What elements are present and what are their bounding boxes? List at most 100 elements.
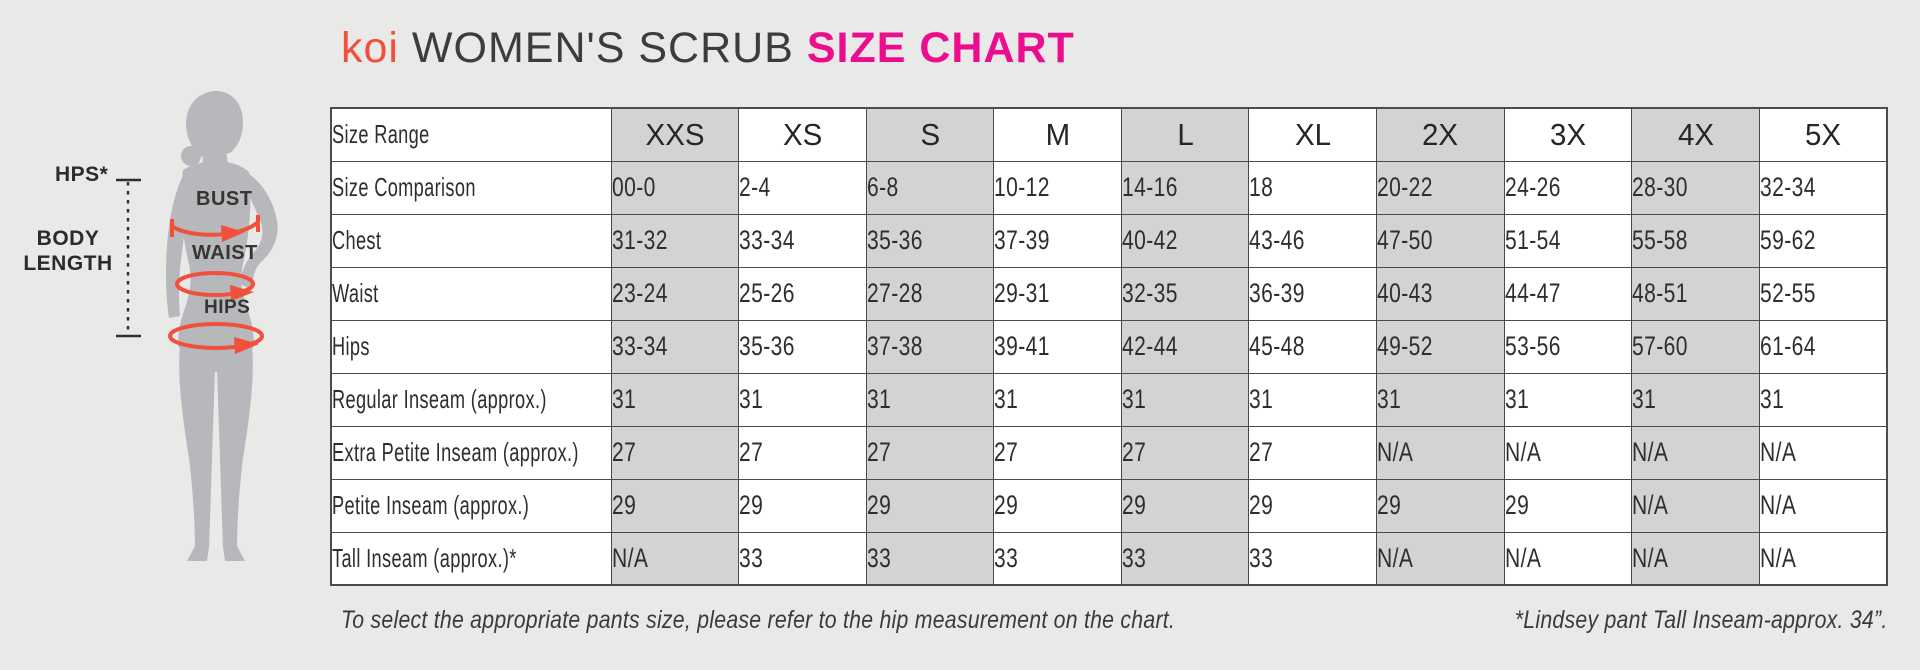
- size-cell-text: 33-34: [611, 331, 668, 361]
- size-cell: 27: [1120, 425, 1250, 480]
- column-header-4x-text: 4X: [1677, 116, 1714, 152]
- size-cell-text: 57-60: [1632, 331, 1689, 361]
- size-cell-text: 27: [611, 437, 636, 467]
- size-cell: 29: [865, 478, 995, 533]
- row-label-text: Waist: [332, 278, 379, 308]
- header-row: Size Range XXS XS S M L XL 2X 3X 4X 5X: [330, 107, 1888, 162]
- size-cell: 31: [993, 372, 1122, 427]
- size-cell: 40-42: [1120, 213, 1250, 268]
- size-cell: N/A: [1503, 425, 1633, 480]
- row-label-text: Tall Inseam (approx.)*: [332, 542, 517, 573]
- size-cell-text: 31: [739, 384, 764, 414]
- size-cell-text: 44-47: [1504, 278, 1561, 308]
- size-cell-text: 36-39: [1249, 278, 1306, 308]
- size-cell: 27-28: [865, 266, 995, 321]
- size-cell: 14-16: [1120, 160, 1250, 215]
- brand-logo-text: koi: [341, 24, 399, 72]
- size-cell: N/A: [1631, 425, 1760, 480]
- footnote-left-text: To select the appropriate pants size, pl…: [341, 606, 1176, 634]
- size-cell-text: N/A: [1377, 437, 1414, 467]
- size-cell: 33: [865, 531, 995, 586]
- size-cell-text: 31: [611, 384, 636, 414]
- size-cell: 31: [1503, 372, 1633, 427]
- size-cell-text: 55-58: [1632, 225, 1689, 255]
- size-cell-text: 43-46: [1249, 225, 1306, 255]
- size-cell-text: 27: [1121, 437, 1147, 467]
- size-cell-text: N/A: [1504, 542, 1541, 573]
- size-cell: 25-26: [738, 266, 867, 321]
- size-cell: 35-36: [738, 319, 867, 374]
- size-cell: 27: [1248, 425, 1378, 480]
- size-cell-text: 27-28: [866, 278, 923, 308]
- size-cell: 23-24: [610, 266, 740, 321]
- table-row: Petite Inseam (approx.) 29 29 29 29 29 29 29 29 N…: [330, 478, 1888, 533]
- size-cell-text: 31: [1504, 384, 1529, 414]
- size-cell-text: 00-0: [611, 172, 656, 202]
- size-cell: 31: [1758, 372, 1888, 427]
- woman-silhouette-icon: [165, 91, 278, 561]
- size-cell-text: 32-35: [1121, 278, 1178, 308]
- footnote-left: To select the appropriate pants size, pl…: [341, 606, 1322, 635]
- row-label: Extra Petite Inseam (approx.): [330, 425, 612, 480]
- size-cell-text: 29: [1249, 490, 1274, 520]
- column-header-m-text: M: [1045, 116, 1070, 152]
- hips-label: HIPS: [204, 297, 251, 318]
- size-cell-text: 18: [1249, 172, 1274, 202]
- size-cell: 55-58: [1631, 213, 1760, 268]
- size-cell: N/A: [610, 531, 740, 586]
- row-label: Chest: [330, 213, 612, 268]
- table-row: Extra Petite Inseam (approx.) 27 27 27 27 27 2…: [330, 425, 1888, 480]
- column-header-2x: 2X: [1376, 107, 1505, 162]
- column-header-m: M: [993, 107, 1122, 162]
- size-cell: N/A: [1758, 478, 1888, 533]
- column-header-xl: XL: [1248, 107, 1378, 162]
- size-cell: 59-62: [1758, 213, 1888, 268]
- column-header-xs: XS: [738, 107, 867, 162]
- column-header-l: L: [1120, 107, 1250, 162]
- size-cell-text: 29: [866, 490, 891, 520]
- size-cell: N/A: [1376, 531, 1505, 586]
- row-label-text: Regular Inseam (approx.): [332, 384, 547, 414]
- size-cell-text: N/A: [1632, 490, 1669, 520]
- size-cell: 27: [865, 425, 995, 480]
- title-middle-text: WOMEN'S SCRUB: [398, 24, 807, 72]
- size-cell-text: 32-34: [1759, 172, 1816, 202]
- size-cell: 27: [738, 425, 867, 480]
- size-cell-text: N/A: [1632, 542, 1669, 573]
- size-cell: 31: [1120, 372, 1250, 427]
- size-cell: 28-30: [1631, 160, 1760, 215]
- size-cell: 29: [1376, 478, 1505, 533]
- size-cell-text: N/A: [1377, 542, 1414, 573]
- size-cell-text: 39-41: [994, 331, 1051, 361]
- row-label: Petite Inseam (approx.): [330, 478, 612, 533]
- column-header-s: S: [865, 107, 995, 162]
- table-row: Hips 33-34 35-36 37-38 39-41 42-44 45-48 49-52 5…: [330, 319, 1888, 374]
- size-cell-text: 53-56: [1504, 331, 1561, 361]
- size-cell-text: 6-8: [866, 172, 899, 202]
- size-cell: 10-12: [993, 160, 1122, 215]
- size-cell-text: 29: [1121, 490, 1147, 520]
- size-cell-text: 2-4: [739, 172, 771, 202]
- size-cell: N/A: [1631, 478, 1760, 533]
- row-label-text: Hips: [332, 331, 370, 361]
- corner-header-size-range-text: Size Range: [332, 119, 430, 150]
- table-row: Tall Inseam (approx.)* N/A 33 33 33 33 33 N/A N/…: [330, 531, 1888, 586]
- size-cell-text: 29: [611, 490, 636, 520]
- table-row: Waist 23-24 25-26 27-28 29-31 32-35 36-39 40-43…: [330, 266, 1888, 321]
- size-cell: 31: [610, 372, 740, 427]
- size-cell: 32-34: [1758, 160, 1888, 215]
- size-cell: 61-64: [1758, 319, 1888, 374]
- size-cell: 43-46: [1248, 213, 1378, 268]
- size-cell: 36-39: [1248, 266, 1378, 321]
- size-cell: N/A: [1758, 425, 1888, 480]
- size-cell: 53-56: [1503, 319, 1633, 374]
- size-cell-text: 61-64: [1759, 331, 1816, 361]
- row-label: Hips: [330, 319, 612, 374]
- size-cell: 42-44: [1120, 319, 1250, 374]
- column-header-l-text: L: [1176, 116, 1194, 152]
- size-cell-text: 45-48: [1249, 331, 1306, 361]
- size-cell: 31: [1631, 372, 1760, 427]
- size-cell: N/A: [1631, 531, 1760, 586]
- size-cell-text: 33: [866, 542, 891, 573]
- size-cell-text: 48-51: [1632, 278, 1689, 308]
